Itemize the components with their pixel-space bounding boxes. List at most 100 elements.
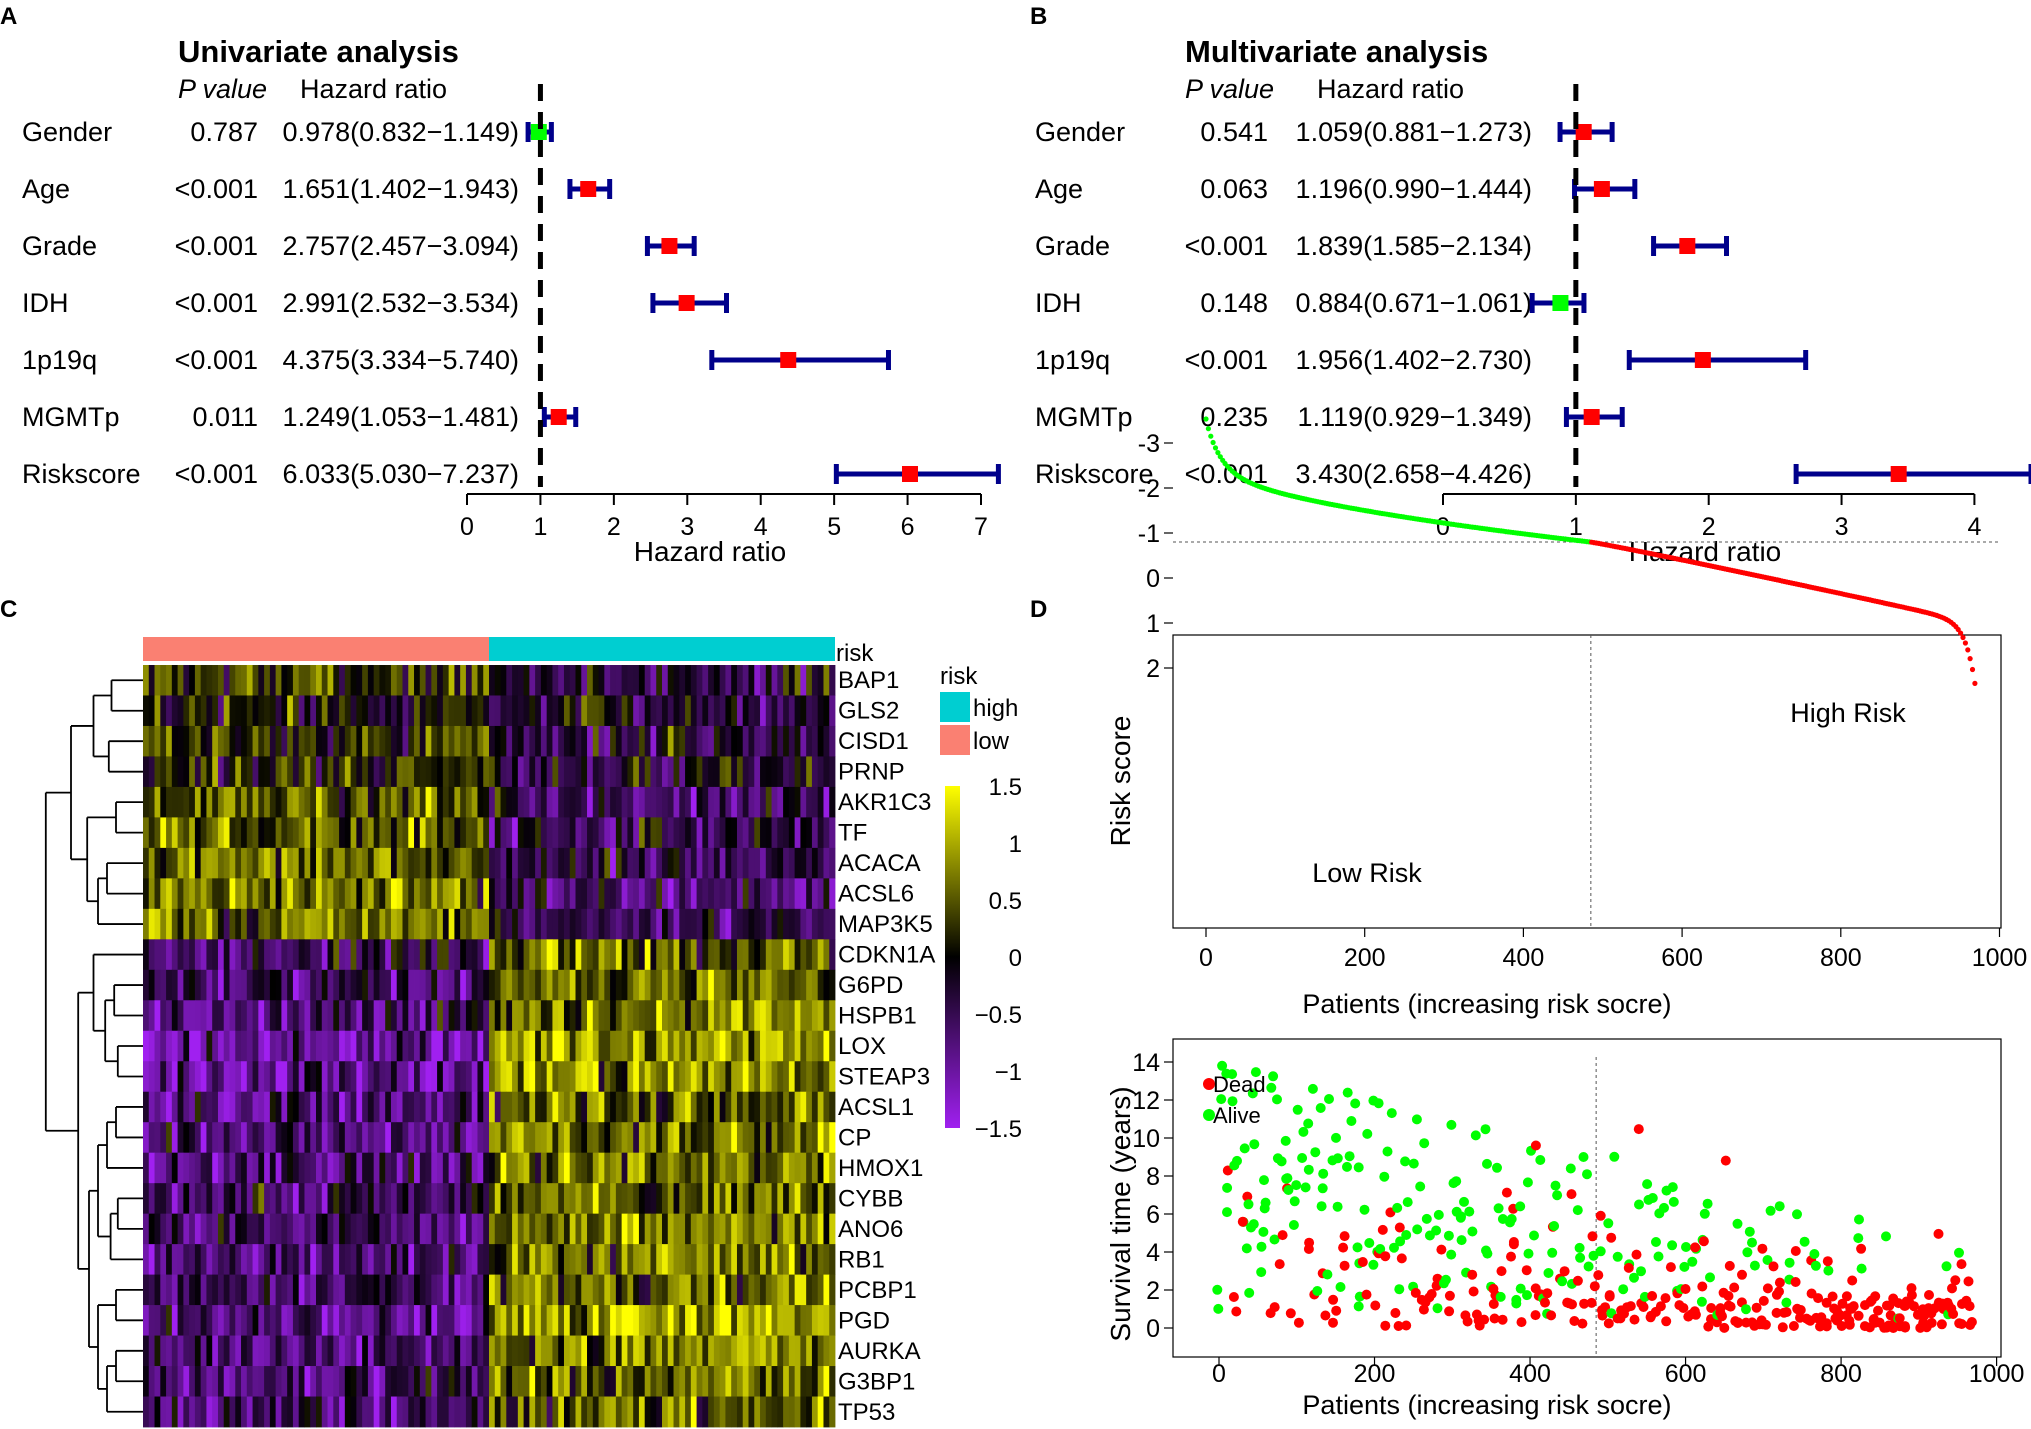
heatmap-cell [281, 847, 288, 879]
heatmap-cell [333, 1183, 340, 1215]
heatmap-cell [379, 695, 386, 727]
heatmap-cell [546, 817, 553, 849]
heatmap-cell [638, 1305, 646, 1336]
heatmap-cell [269, 665, 277, 696]
heatmap-cell [154, 1030, 161, 1062]
survival-point-alive [1359, 1204, 1370, 1215]
heatmap-cell [385, 665, 392, 696]
heatmap-cell [771, 695, 778, 727]
heatmap-cell [748, 1213, 755, 1245]
survival-point-alive [1259, 1175, 1269, 1186]
heatmap-cell [373, 786, 380, 818]
heatmap-cell [535, 1244, 542, 1275]
heatmap-cell [454, 786, 461, 818]
heatmap-cell [708, 1244, 715, 1275]
heatmap-cell [396, 1366, 403, 1397]
heatmap-cell [512, 725, 519, 757]
heatmap-cell [269, 1152, 277, 1184]
heatmap-cell [685, 1366, 692, 1397]
heatmap-cell [817, 1152, 824, 1184]
row-label: IDH [1035, 288, 1082, 318]
survival-point-alive [1353, 1301, 1364, 1312]
heatmap-cell [552, 695, 559, 727]
heatmap-cell [275, 1244, 282, 1275]
heatmap-cell [460, 1091, 467, 1123]
heatmap-cell [673, 1152, 680, 1184]
heatmap-cell [529, 1274, 536, 1306]
heatmap-cell [367, 1152, 375, 1184]
heatmap-cell [725, 1061, 732, 1093]
heatmap-cell [414, 1335, 421, 1367]
heatmap-cell [223, 1213, 230, 1245]
heatmap-cell [264, 939, 271, 971]
heatmap-cell [390, 665, 398, 696]
heatmap-cell [350, 1274, 357, 1306]
heatmap-cell [575, 1244, 582, 1275]
heatmap-cell [615, 756, 623, 788]
heatmap-cell [581, 665, 588, 696]
heatmap-cell [177, 939, 184, 971]
heatmap-cell [696, 756, 703, 788]
heatmap-cell [373, 1244, 380, 1275]
heatmap-cell [823, 1030, 830, 1062]
heatmap-cell [148, 725, 155, 757]
gene-label: AURKA [838, 1338, 921, 1365]
heatmap-cell [431, 1335, 438, 1367]
heatmap-cell [610, 1122, 617, 1154]
heatmap-cell [558, 878, 565, 910]
heatmap-cell [437, 1335, 444, 1367]
survival-point-dead [1572, 1275, 1583, 1286]
hr-marker [901, 466, 918, 482]
heatmap-cell [754, 1030, 761, 1062]
survival-point-alive [1227, 1096, 1238, 1107]
heatmap-cell [667, 1091, 674, 1123]
heatmap-cell [742, 1305, 749, 1336]
heatmap-cell [362, 1000, 369, 1032]
heatmap-cell [535, 1183, 542, 1215]
heatmap-cell [656, 939, 663, 971]
heatmap-cell [540, 756, 548, 788]
gene-label: G3BP1 [838, 1368, 915, 1395]
heatmap-cell [592, 725, 599, 757]
heatmap-cell [587, 1122, 594, 1154]
heatmap-cell [610, 725, 617, 757]
heatmap-cell [217, 1366, 225, 1397]
heatmap-cell [598, 1030, 605, 1062]
heatmap-cell [662, 1030, 669, 1062]
heatmap-cell [742, 1244, 749, 1275]
heatmap-cell [281, 1183, 288, 1215]
heatmap-cell [529, 1366, 536, 1397]
heatmap-cell [494, 817, 501, 849]
heatmap-cell [310, 1244, 317, 1275]
heatmap-cell [223, 969, 230, 1001]
heatmap-cell [794, 1213, 801, 1245]
survival-point-alive [1213, 1303, 1224, 1314]
survival-point-dead [1655, 1301, 1666, 1312]
heatmap-cell [604, 817, 611, 849]
heatmap-cell [563, 1122, 571, 1154]
heatmap-cell [638, 878, 646, 910]
heatmap-cell [166, 1152, 173, 1184]
heatmap-cell [298, 665, 305, 696]
heatmap-cell [569, 1122, 576, 1154]
heatmap-cell [633, 1305, 640, 1336]
heatmap-cell [419, 1030, 426, 1062]
heatmap-cell [829, 1091, 836, 1123]
heatmap-cell [829, 1396, 836, 1428]
heatmap-cell [396, 695, 403, 727]
heatmap-cell [460, 817, 467, 849]
x-tick-label: 1000 [1969, 1360, 2025, 1388]
heatmap-cell [777, 908, 784, 940]
heatmap-cell [339, 1122, 346, 1154]
heatmap-cell [425, 1335, 432, 1367]
heatmap-cell [662, 1335, 669, 1367]
heatmap-cell [569, 939, 576, 971]
heatmap-cell [483, 939, 490, 971]
heatmap-cell [754, 817, 761, 849]
survival-point-alive [1629, 1272, 1639, 1283]
heatmap-cell [148, 665, 155, 696]
hr-ci-text: 2.757(2.457−3.094) [283, 231, 519, 261]
heatmap-cell [569, 1061, 576, 1093]
heatmap-cell [621, 695, 628, 727]
survival-point-dead [1338, 1242, 1349, 1253]
